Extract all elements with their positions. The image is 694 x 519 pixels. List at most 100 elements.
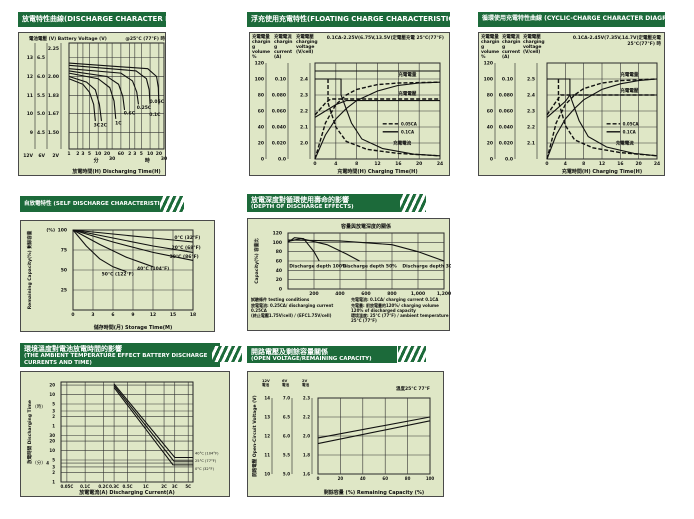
y-tick-label: 6.0 [283, 434, 290, 439]
series-line [557, 79, 658, 157]
axis-header-line: 電池 [262, 382, 270, 387]
x-tick-label: 3 [81, 151, 84, 157]
curve-label: 充電電流 [393, 140, 411, 147]
series-line [314, 100, 440, 118]
x-axis-title: 放電電流(A) Discharging Current(A) [78, 489, 175, 496]
curve-label: 40°C (104°F) [195, 451, 219, 455]
y-tick-label: 80 [487, 93, 493, 99]
y-tick-label: 75 [61, 248, 67, 254]
x-tick-label: 2 [128, 151, 131, 157]
x-axis-title: 儲存時間(月) Storage Time(M) [94, 324, 173, 331]
y-axis-unit: 12V [23, 153, 33, 159]
x-tick-label: 12 [150, 312, 156, 318]
y-tick-label: 3 [52, 408, 55, 413]
y-tick-label: 30 [49, 433, 55, 438]
header-stripes [212, 346, 242, 362]
x-tick-label: 10 [147, 151, 153, 157]
x-tick-label: 9 [131, 312, 134, 318]
legend-label: 0.1CA [623, 129, 637, 134]
y-tick-label: 0.040 [272, 125, 286, 131]
x-tick-label: 1,000 [411, 291, 425, 297]
y-tick-label: 2.00 [48, 74, 59, 80]
y-tick-label: 20 [258, 141, 264, 147]
x-tick-label: 400 [335, 291, 344, 297]
x-tick-label: 0.05C [60, 484, 73, 489]
axis-header-line: 12V [262, 379, 270, 383]
header-open-voltage: 開路電壓及剩餘容量關係 (OPEN VOLTAGE/REMAINING CAPAC… [247, 346, 397, 363]
series-line [314, 98, 440, 116]
series-line [68, 62, 160, 105]
header-discharge: 放電特性曲線(DISCHARGE CHARACTER DIAGRAM) [18, 12, 166, 27]
axis-header-charging-voltage: 充電電壓 charging voltage (V/cell) [296, 35, 318, 55]
y-tick-label: 20 [49, 383, 55, 388]
axis-header-line: 2V [302, 379, 308, 383]
series-line [317, 420, 431, 445]
chart-note: 0.1CA-2.25V(6.75V,13.5V)定電壓充電 25°C(77°F) [326, 36, 444, 41]
series-line [68, 64, 151, 105]
curve-label: 3C [94, 123, 101, 129]
x-tick-label: 0.1C [80, 484, 90, 489]
y-tick-label: 5.5 [37, 93, 45, 99]
x-tick-label: 600 [361, 291, 370, 297]
y-tick-label: 0 [261, 157, 264, 163]
y-tick-label: 120 [273, 231, 282, 237]
legend-label: 0.1CA [401, 129, 415, 134]
y-tick-label: 5 [52, 402, 55, 407]
header-stripes [160, 196, 184, 212]
y-axis-title: 電池電壓 (V) Battery Voltage (V) [29, 35, 107, 42]
x-tick-label: 18 [190, 312, 196, 318]
x-axis-title: 放電時間(H) Discharging Time(H) [71, 168, 160, 175]
y-tick-label: 2.5 [527, 77, 535, 83]
axis-header-charging-volume: 充電電量 charging volume % [481, 35, 500, 60]
series-line [68, 72, 117, 119]
y-tick-label: 0.080 [499, 93, 513, 99]
header-stripes [400, 194, 426, 212]
header-title: 放電深度對循環使用壽命的影響 [251, 196, 349, 204]
series-line [315, 78, 441, 157]
x-tick-label: 12 [374, 161, 380, 167]
curve-label: 0°C (32°F) [195, 467, 215, 471]
x-tick-label: 2C [161, 484, 167, 489]
y-tick-label: 13 [264, 415, 270, 420]
x-tick-label: 12 [599, 161, 605, 167]
y-tick-label: 60 [487, 109, 493, 115]
series-line [327, 79, 441, 157]
x-axis-title: 充電時間(H) Charging Time(H) [562, 168, 642, 175]
y-tick-label: 100 [255, 77, 264, 83]
y-tick-label: 0.060 [272, 109, 286, 115]
curve-label: 0°C (32°F) [174, 235, 200, 241]
x-tick-label: 8 [355, 161, 358, 167]
footnote: 放電電流: 0.25CA/ discharging current 0.25CA [251, 302, 334, 313]
y-tick-label: 5.5 [283, 453, 290, 458]
x-tick-label: 5C [185, 484, 191, 489]
curve-label: 充電電流 [616, 140, 634, 147]
y-tick-label: 0.0 [278, 157, 286, 163]
x-tick-label: 20 [636, 161, 642, 167]
header-floating-charge: 浮充使用充電特性(FLOATING CHARGE CHARACTERISTICS… [247, 12, 450, 27]
y-tick-label: 11 [27, 93, 33, 99]
curve-label: 充電電量 [620, 71, 638, 78]
axis-header-charging-current: 充電電流 charging current (A) [502, 35, 521, 60]
y-tick-label: 5.0 [283, 472, 290, 477]
x-tick-label: 200 [309, 291, 318, 297]
y-tick-label: 5.0 [37, 111, 45, 117]
x-tick-label: 80 [405, 476, 411, 481]
x-tick-label: 0.3C [109, 484, 119, 489]
x-tick-label: 0.2C [98, 484, 108, 489]
x-tick-label: 100 [426, 476, 435, 481]
header-cyclic-charge: 循環使用充電特性曲線 (CYCLIC-CHARGE CHARACTER DIAG… [478, 12, 665, 27]
x-tick-label: 1 [67, 151, 70, 157]
series-line [68, 75, 103, 122]
axis-header-line: 電池 [302, 382, 310, 387]
y-tick-label: 3 [52, 464, 55, 469]
x-tick-label: 4 [564, 161, 567, 167]
footnotes-right: 充電電流: 0.1CA/ charging current 0.1CA 充電量:… [351, 297, 449, 324]
y-tick-label: 0 [279, 287, 282, 293]
depth-of-discharge-chart: 200 400 600 800 1,000 1,200 0 20 40 60 80 100 120 Dis… [253, 223, 451, 297]
y-tick-label: 100 [273, 240, 282, 246]
curve-label: 充電電壓 [620, 87, 638, 94]
y-tick-label: 11 [264, 453, 270, 458]
y-axis-title: 開路電壓 Open-Circuit Voltage (V) [251, 395, 258, 476]
panel-floating-charge: 0 4 8 12 16 20 24 0 20 40 60 80 100 120 0.0 0.020 0.040 0… [249, 32, 450, 176]
x-tick-label: 3C [172, 484, 178, 489]
